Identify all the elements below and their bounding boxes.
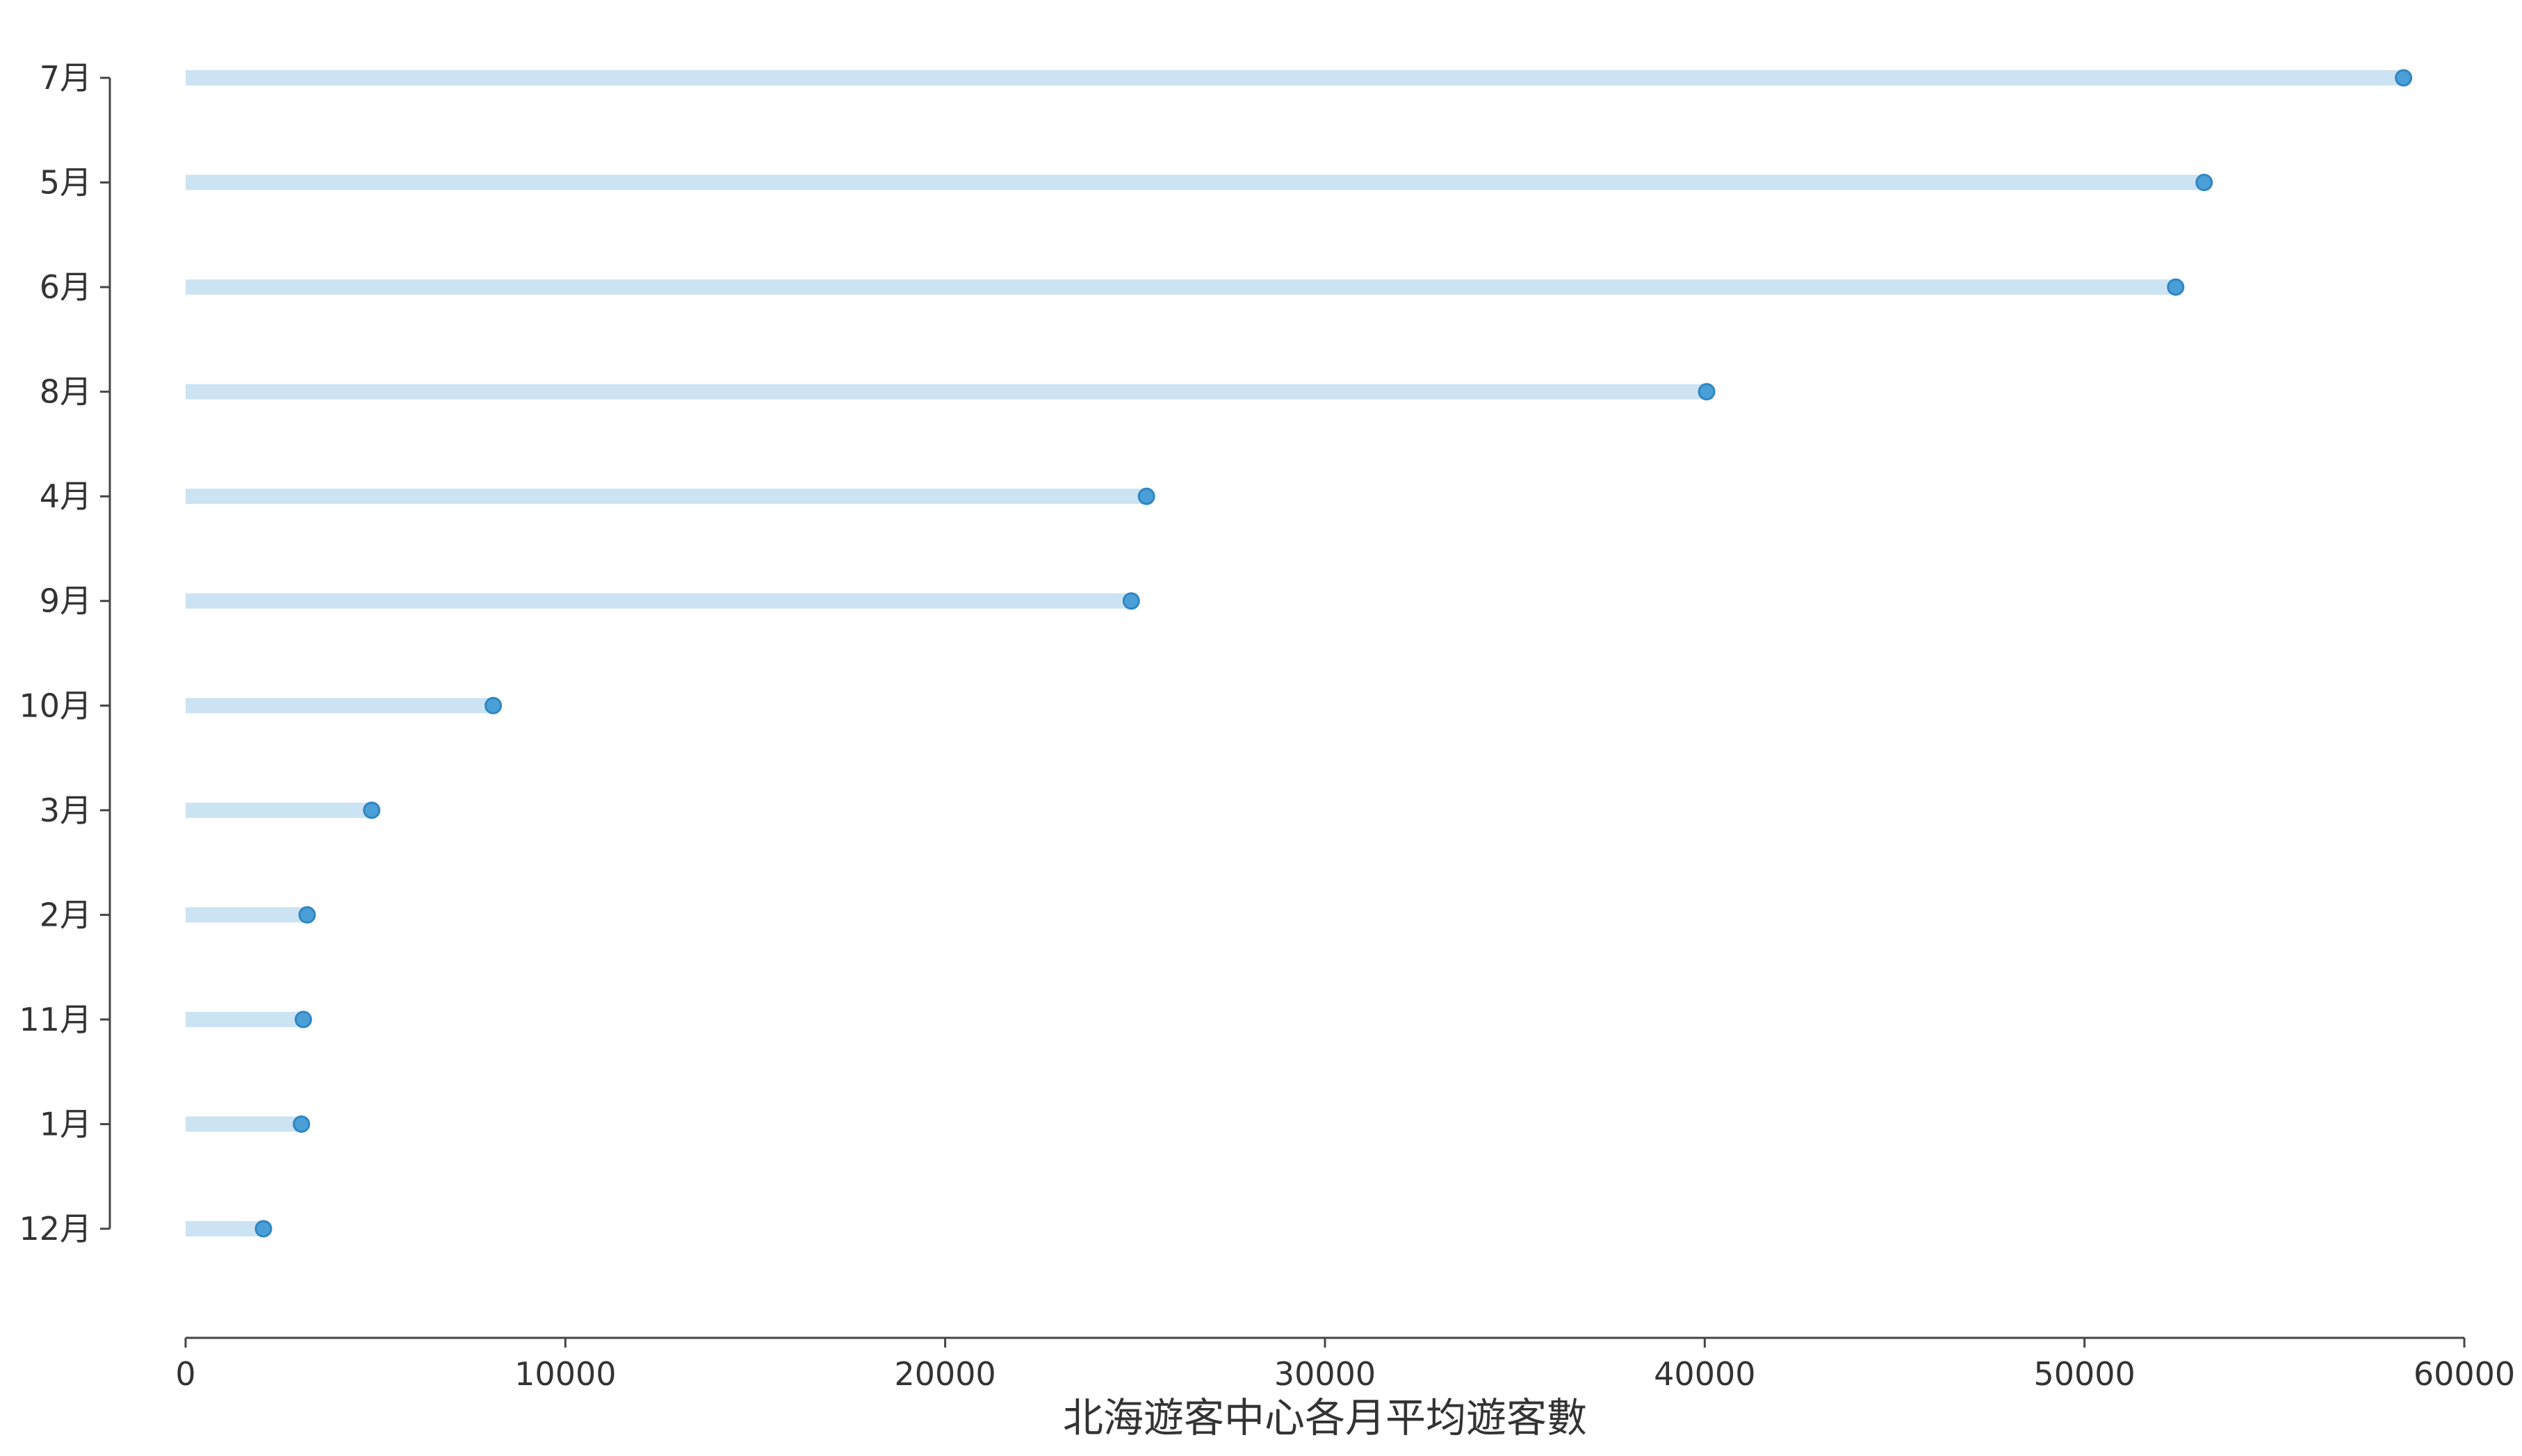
y-axis: 7月 5月 6月 8月 4月 9月 10月 3月 2月 11月 1月 12月 [19, 59, 111, 1248]
x-tick-label: 60000 [2414, 1355, 2515, 1393]
marker-11月 [294, 1011, 312, 1029]
x-tick-label: 20000 [894, 1355, 995, 1393]
marker-5月 [2195, 174, 2213, 192]
x-tick-label: 10000 [514, 1355, 616, 1393]
y-tick-label: 10月 [19, 687, 92, 724]
y-tick-label: 9月 [40, 582, 92, 620]
y-tick-label: 1月 [40, 1105, 92, 1143]
y-tick-label: 3月 [40, 792, 92, 829]
marker-1月 [293, 1115, 311, 1133]
x-axis-title: 北海遊客中心各月平均遊客數 [1063, 1394, 1587, 1441]
y-tick-label: 5月 [40, 164, 92, 202]
x-tick-label: 30000 [1274, 1355, 1376, 1393]
y-tick-label: 6月 [40, 268, 92, 306]
y-tick-label: 8月 [40, 373, 92, 411]
x-tick-label: 50000 [2033, 1355, 2135, 1393]
marker-12月 [254, 1220, 272, 1238]
y-tick-label: 7月 [40, 59, 92, 97]
marker-7月 [2395, 69, 2413, 87]
y-tick-label: 2月 [40, 896, 92, 933]
x-tick-label: 0 [175, 1355, 195, 1393]
x-axis: 0 10000 20000 30000 40000 50000 60000 [175, 1336, 2515, 1393]
x-tick-label: 40000 [1654, 1355, 1755, 1393]
marker-6月 [2167, 278, 2185, 296]
marker-9月 [1122, 592, 1140, 610]
markers-layer [254, 69, 2413, 1238]
y-tick-label: 12月 [19, 1210, 92, 1248]
y-tick-label: 4月 [40, 477, 92, 515]
stems-layer [186, 70, 2404, 1236]
marker-3月 [363, 801, 381, 819]
marker-4月 [1137, 487, 1155, 505]
marker-10月 [485, 696, 503, 714]
marker-2月 [298, 906, 316, 924]
y-tick-label: 11月 [19, 1001, 92, 1038]
marker-8月 [1698, 383, 1716, 401]
